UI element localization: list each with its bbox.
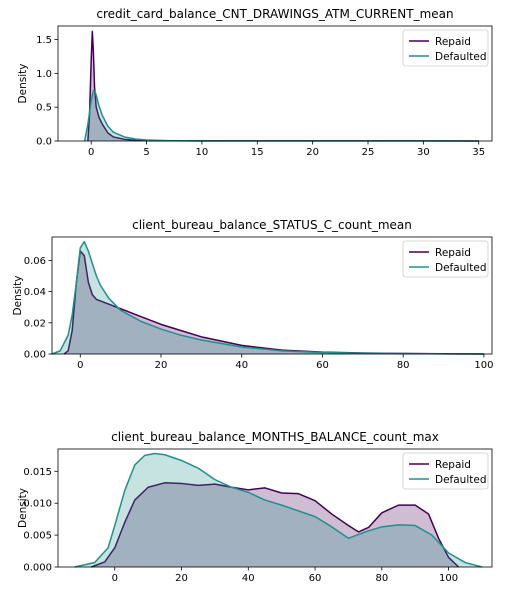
legend-label-defaulted: Defaulted bbox=[435, 51, 487, 63]
chart-title: credit_card_balance_CNT_DRAWINGS_ATM_CUR… bbox=[96, 7, 453, 21]
x-tick-label: 15 bbox=[251, 147, 264, 158]
y-axis-label: Density bbox=[17, 64, 29, 104]
series-area-repaid bbox=[91, 482, 459, 567]
y-tick-label: 0.0 bbox=[36, 137, 52, 148]
x-tick-label: 0 bbox=[112, 573, 118, 584]
y-tick-label: 1.5 bbox=[36, 35, 52, 46]
series-area-defaulted bbox=[74, 453, 482, 567]
legend-box bbox=[402, 452, 489, 490]
y-tick-label: 0.00 bbox=[24, 350, 46, 361]
x-tick-label: 80 bbox=[375, 573, 388, 584]
x-tick-label: 60 bbox=[309, 573, 322, 584]
x-tick-label: 20 bbox=[155, 360, 168, 371]
panel-1: 0 5 10 15 20 25 30 35 0.0 0.5 1.0 1.5 credit_card_ba… bbox=[17, 7, 493, 158]
series-line-repaid bbox=[91, 482, 460, 568]
series-area-defaulted bbox=[84, 90, 479, 141]
x-tick-label: 0 bbox=[88, 147, 94, 158]
y-tick-label: 0.02 bbox=[24, 318, 46, 329]
legend-label-repaid: Repaid bbox=[435, 247, 471, 259]
axes-frame bbox=[57, 448, 493, 568]
y-tick-label: 0.015 bbox=[23, 467, 52, 478]
x-tick-label: 100 bbox=[474, 360, 493, 371]
x-tick-label: 35 bbox=[472, 147, 485, 158]
legend-label-repaid: Repaid bbox=[435, 459, 471, 471]
x-tick-label: 0 bbox=[77, 360, 83, 371]
x-tick-label: 100 bbox=[439, 573, 458, 584]
legend-label-defaulted: Defaulted bbox=[435, 474, 487, 486]
x-tick-label: 80 bbox=[397, 360, 410, 371]
chart-title: client_bureau_balance_STATUS_C_count_mea… bbox=[132, 218, 412, 232]
series-area-defaulted bbox=[52, 241, 484, 354]
series-line-defaulted bbox=[51, 240, 484, 355]
y-axis-label: Density bbox=[12, 276, 24, 316]
y-tick-label: 0.5 bbox=[36, 103, 52, 114]
x-tick-label: 60 bbox=[316, 360, 329, 371]
x-tick-label: 10 bbox=[196, 147, 209, 158]
legend-box bbox=[402, 240, 489, 278]
y-tick-label: 0.06 bbox=[24, 256, 46, 267]
series-line-defaulted bbox=[74, 452, 483, 568]
chart-title: client_bureau_balance_MONTHS_BALANCE_cou… bbox=[111, 430, 439, 444]
y-tick-label: 0.04 bbox=[24, 287, 46, 298]
x-tick-label: 20 bbox=[306, 147, 319, 158]
axes-frame bbox=[51, 236, 493, 355]
y-tick-label: 0.000 bbox=[23, 563, 52, 574]
x-tick-label: 40 bbox=[242, 573, 255, 584]
y-tick-label: 1.0 bbox=[36, 69, 52, 80]
legend-label-repaid: Repaid bbox=[435, 36, 471, 48]
y-tick-label: 0.005 bbox=[23, 531, 52, 542]
x-tick-label: 20 bbox=[175, 573, 188, 584]
series-area-repaid bbox=[64, 251, 484, 354]
y-axis-label: Density bbox=[17, 488, 29, 528]
panel-2: 0 20 40 60 80 100 0.00 0.02 0.04 0.06 client_burea… bbox=[12, 218, 493, 371]
legend-box bbox=[402, 29, 489, 67]
panel-3: 0 20 40 60 80 100 0.000 0.005 0.010 0.015 client_b… bbox=[17, 430, 493, 584]
y-tick-label: 0.010 bbox=[23, 499, 52, 510]
axes-frame bbox=[57, 25, 493, 142]
x-tick-label: 25 bbox=[362, 147, 375, 158]
legend-label-defaulted: Defaulted bbox=[435, 262, 487, 274]
series-line-defaulted bbox=[83, 89, 479, 142]
x-tick-label: 5 bbox=[143, 147, 149, 158]
x-tick-label: 30 bbox=[417, 147, 430, 158]
x-tick-label: 40 bbox=[235, 360, 248, 371]
